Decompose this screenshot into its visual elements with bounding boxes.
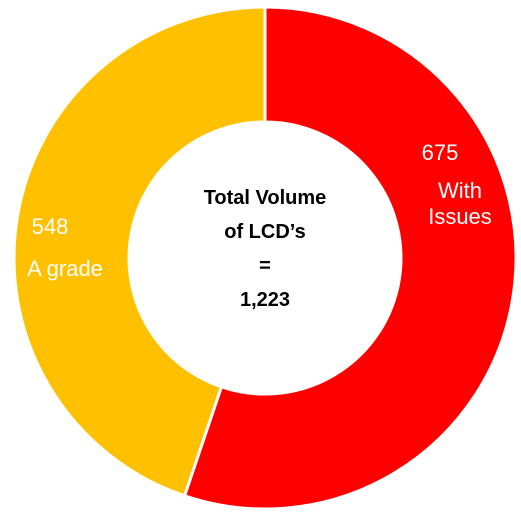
value-label: 548 bbox=[31, 214, 69, 239]
center-text: of LCD’s bbox=[224, 221, 306, 243]
category-label: A grade bbox=[27, 256, 103, 281]
slice bbox=[182, 5, 518, 511]
slice bbox=[12, 5, 267, 498]
center-text: = bbox=[259, 255, 271, 277]
category-label: With Issues bbox=[428, 178, 492, 229]
center-text: 1,223 bbox=[239, 289, 291, 311]
value-label: 675 bbox=[421, 140, 459, 165]
center-text: Total Volume bbox=[203, 187, 327, 209]
